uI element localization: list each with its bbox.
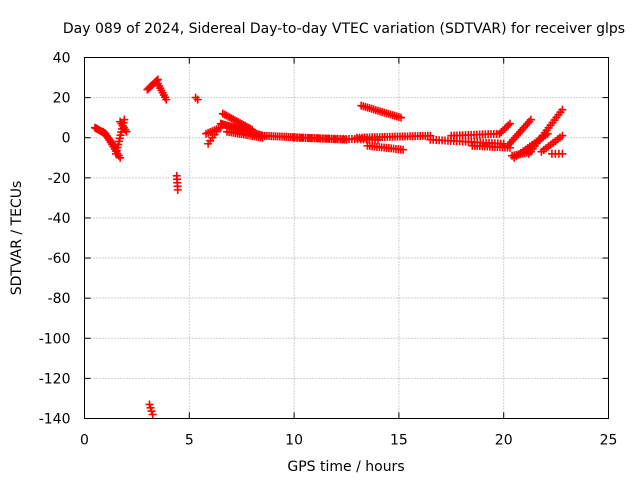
data-point xyxy=(120,115,129,124)
data-point xyxy=(173,185,182,194)
data-point xyxy=(399,145,408,154)
data-point xyxy=(148,410,157,419)
x-tick-label: 0 xyxy=(80,433,89,449)
y-tick-label: -120 xyxy=(39,371,71,387)
x-tick-label: 15 xyxy=(390,433,408,449)
x-axis-label: GPS time / hours xyxy=(287,459,404,475)
data-point xyxy=(558,131,567,140)
x-tick-label: 20 xyxy=(495,433,513,449)
x-tick-label: 10 xyxy=(285,433,303,449)
y-tick-label: -140 xyxy=(39,412,71,428)
data-point xyxy=(558,105,567,114)
plot-frame xyxy=(84,57,609,419)
data-point xyxy=(526,115,535,124)
y-tick-label: -80 xyxy=(48,291,71,307)
y-tick-label: -20 xyxy=(48,171,71,187)
data-point xyxy=(162,95,171,104)
grid-layer xyxy=(84,57,609,419)
y-tick-label: 40 xyxy=(53,51,71,67)
y-axis-label: SDTVAR / TECUs xyxy=(9,181,25,296)
y-tick-label: -40 xyxy=(48,211,71,227)
data-point xyxy=(505,119,514,128)
axis-ticks: 40 20 0 -20 -40 -60 -80 -100 -120 -140 0 5 10 15 20 25 xyxy=(39,51,618,449)
y-tick-label: 0 xyxy=(62,131,71,147)
data-point xyxy=(212,127,221,136)
chart-title: Day 089 of 2024, Sidereal Day-to-day VTE… xyxy=(63,21,625,37)
y-tick-label: 20 xyxy=(53,91,71,107)
data-point xyxy=(193,95,202,104)
data-point xyxy=(396,113,405,122)
x-tick-label: 5 xyxy=(185,433,194,449)
y-tick-label: -60 xyxy=(48,251,71,267)
y-tick-label: -100 xyxy=(39,331,71,347)
data-point xyxy=(116,153,125,162)
data-point xyxy=(246,124,255,133)
data-point xyxy=(504,121,513,130)
data-point xyxy=(558,149,567,158)
data-points xyxy=(90,75,567,419)
x-tick-label: 25 xyxy=(600,433,618,449)
data-point xyxy=(122,127,131,136)
